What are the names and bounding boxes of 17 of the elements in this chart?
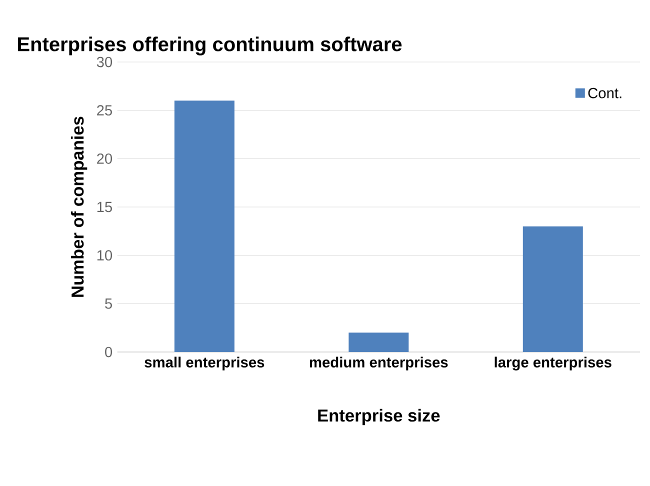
- y-tick-label: 5: [105, 298, 112, 309]
- y-tick-label: 0: [105, 346, 112, 358]
- y-tick-label: 25: [97, 105, 112, 116]
- legend-label: Cont.: [588, 88, 622, 98]
- chart-title: Enterprises offering continuum software: [18, 36, 402, 56]
- x-tick-label: large enterprises: [494, 356, 612, 370]
- bar: [522, 226, 583, 352]
- y-tick-label: 10: [97, 250, 112, 261]
- y-axis-title: Number of companies: [70, 116, 88, 297]
- bar: [174, 100, 234, 352]
- y-tick-label: 30: [96, 56, 112, 68]
- x-tick-label: small enterprises: [144, 356, 264, 370]
- x-axis-title: Enterprise size: [318, 408, 440, 426]
- bar: [348, 332, 409, 352]
- y-tick-label: 20: [97, 153, 112, 164]
- y-tick-label: 15: [97, 202, 112, 212]
- x-tick-label: medium enterprises: [310, 356, 448, 370]
